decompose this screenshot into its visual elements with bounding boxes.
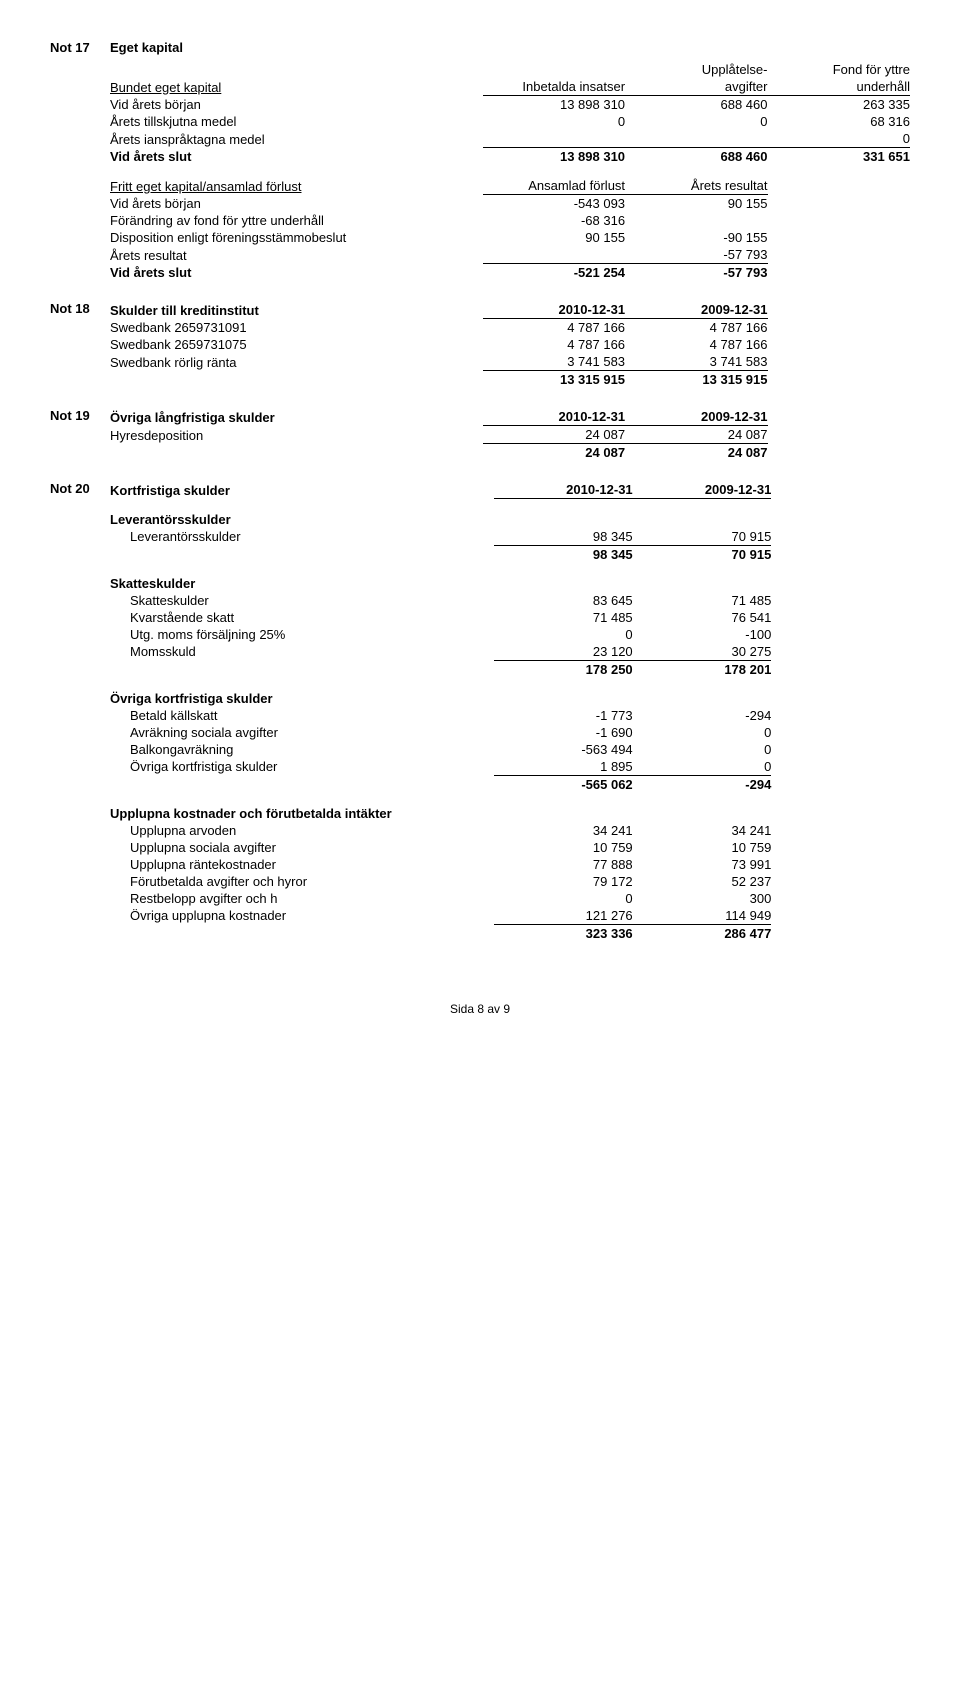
group-title: Leverantörsskulder: [110, 511, 494, 528]
table-row: Förändring av fond för yttre underhåll -…: [110, 212, 910, 229]
table-row: Swedbank rörlig ränta 3 741 583 3 741 58…: [110, 353, 910, 371]
table-row: Disposition enligt föreningsstämmobeslut…: [110, 229, 910, 246]
note-18-label: Not 18: [50, 301, 110, 388]
table-row: Swedbank 2659731091 4 787 166 4 787 166: [110, 319, 910, 337]
col-header: avgifter: [625, 78, 767, 96]
col-header: 2009-12-31: [625, 301, 767, 319]
group-title: Upplupna kostnader och förutbetalda intä…: [110, 805, 910, 822]
note-20-title: Kortfristiga skulder: [110, 481, 494, 499]
note-20: Not 20 Kortfristiga skulder 2010-12-31 2…: [50, 481, 910, 942]
note-20-table: Kortfristiga skulder 2010-12-31 2009-12-…: [110, 481, 910, 942]
table-row-total: Vid årets slut -521 254 -57 793: [110, 264, 910, 282]
col-header: Årets resultat: [625, 177, 767, 195]
table-row-total: 24 087 24 087: [110, 444, 910, 462]
note-18-table: Skulder till kreditinstitut 2010-12-31 2…: [110, 301, 910, 388]
group-title: Bundet eget kapital: [110, 78, 483, 96]
col-header: 2010-12-31: [483, 408, 625, 426]
table-row-total: -565 062-294: [110, 775, 910, 793]
col-header: Ansamlad förlust: [483, 177, 625, 195]
table-row-total: 178 250178 201: [110, 660, 910, 678]
note-18-title: Skulder till kreditinstitut: [110, 301, 483, 319]
col-header: Upplåtelse-: [625, 61, 767, 78]
table-row: Årets resultat -57 793: [110, 246, 910, 264]
note-19: Not 19 Övriga långfristiga skulder 2010-…: [50, 408, 910, 461]
group-title: Skatteskulder: [110, 575, 494, 592]
table-row: Leverantörsskulder98 34570 915: [110, 528, 910, 546]
table-row: Övriga upplupna kostnader121 276114 949: [110, 907, 910, 925]
group-title: Fritt eget kapital/ansamlad förlust: [110, 177, 483, 195]
note-17-title: Eget kapital: [110, 40, 910, 55]
table-row: Swedbank 2659731075 4 787 166 4 787 166: [110, 336, 910, 353]
table-row: Hyresdeposition 24 087 24 087: [110, 426, 910, 444]
note-20-label: Not 20: [50, 481, 110, 942]
col-header: Fond för yttre: [768, 61, 911, 78]
table-row: Momsskuld23 12030 275: [110, 643, 910, 661]
table-row: Balkongavräkning-563 4940: [110, 741, 910, 758]
col-header: 2010-12-31: [483, 301, 625, 319]
note-17: Not 17 Eget kapital Upplåtelse- Fond för…: [50, 40, 910, 281]
table-row: Övriga kortfristiga skulder1 8950: [110, 758, 910, 776]
table-row: Vid årets början -543 093 90 155: [110, 195, 910, 213]
note-19-title: Övriga långfristiga skulder: [110, 408, 483, 426]
table-row: Betald källskatt-1 773-294: [110, 707, 910, 724]
table-row: Kvarstående skatt71 48576 541: [110, 609, 910, 626]
table-row: Upplupna arvoden34 24134 241: [110, 822, 910, 839]
table-row-total: 13 315 915 13 315 915: [110, 371, 910, 389]
col-header: 2010-12-31: [494, 481, 633, 499]
note-17-table-1: Upplåtelse- Fond för yttre Bundet eget k…: [110, 61, 910, 281]
note-19-table: Övriga långfristiga skulder 2010-12-31 2…: [110, 408, 910, 461]
note-17-label: Not 17: [50, 40, 110, 281]
col-header: 2009-12-31: [633, 481, 772, 499]
table-row: Avräkning sociala avgifter-1 6900: [110, 724, 910, 741]
page-footer: Sida 8 av 9: [50, 1002, 910, 1016]
table-row-total: Vid årets slut 13 898 310 688 460 331 65…: [110, 148, 910, 166]
table-row: Skatteskulder83 64571 485: [110, 592, 910, 609]
table-row-total: 323 336286 477: [110, 924, 910, 942]
table-row: Restbelopp avgifter och h0300: [110, 890, 910, 907]
table-row: Årets tillskjutna medel 0 0 68 316: [110, 113, 910, 130]
note-18: Not 18 Skulder till kreditinstitut 2010-…: [50, 301, 910, 388]
col-header: underhåll: [768, 78, 911, 96]
table-row: Utg. moms försäljning 25%0-100: [110, 626, 910, 643]
group-title: Övriga kortfristiga skulder: [110, 690, 494, 707]
table-row: Årets ianspråktagna medel 0: [110, 130, 910, 148]
note-19-label: Not 19: [50, 408, 110, 461]
col-header: Inbetalda insatser: [483, 78, 625, 96]
table-row-total: 98 34570 915: [110, 545, 910, 563]
table-row: Förutbetalda avgifter och hyror79 17252 …: [110, 873, 910, 890]
table-row: Upplupna räntekostnader77 88873 991: [110, 856, 910, 873]
table-row: Upplupna sociala avgifter10 75910 759: [110, 839, 910, 856]
table-row: Vid årets början 13 898 310 688 460 263 …: [110, 96, 910, 114]
col-header: 2009-12-31: [625, 408, 767, 426]
